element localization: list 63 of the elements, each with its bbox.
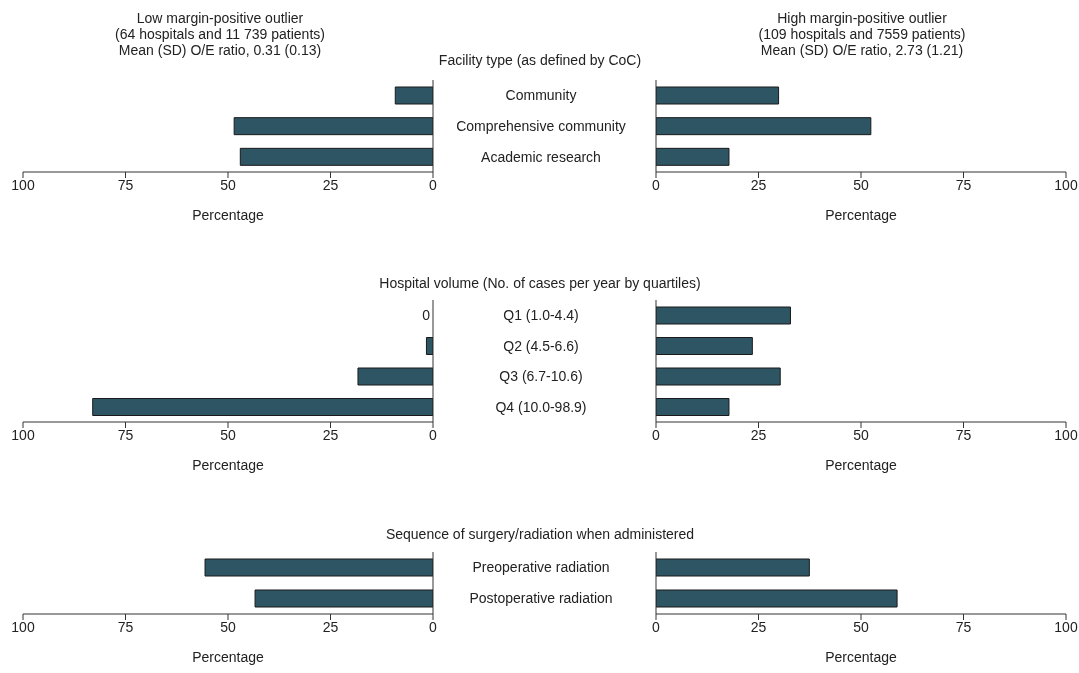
y-tick-label: Q1 (1.0-4.4) (503, 307, 579, 324)
bar (656, 147, 730, 166)
y-tick-label: Postoperative radiation (469, 590, 613, 607)
bar (656, 367, 781, 386)
x-tick-label: 75 (117, 176, 134, 193)
x-tick-label: 25 (750, 618, 767, 635)
x-tick-label: 0 (652, 426, 661, 443)
x-axis-title: Percentage (192, 649, 265, 665)
x-tick-label: 0 (429, 176, 438, 193)
x-tick-label: 25 (750, 426, 767, 443)
x-tick-label: 100 (11, 618, 35, 635)
text: Facility type (as defined by CoC) (438, 52, 642, 68)
y-tick-label: Community (505, 87, 577, 104)
data-label: 0 (422, 307, 431, 324)
bar (656, 337, 753, 355)
x-tick-label: 75 (955, 426, 972, 443)
bar (656, 398, 730, 416)
x-tick-label: 50 (220, 426, 236, 443)
x-tick-label: 0 (429, 426, 438, 443)
y-tick-label: Q2 (4.5-6.6) (503, 337, 579, 354)
bar (233, 117, 433, 136)
x-tick-label: 100 (11, 176, 35, 193)
x-tick-label: 25 (750, 176, 767, 193)
chart-title: High margin-positive outlier (109 hospitals and 7559 patients) Mean (SD) O/E ratio, 2.73 (1.21) (757, 10, 967, 58)
x-tick-label: 50 (220, 176, 236, 193)
x-tick-label: 50 (220, 618, 236, 635)
x-axis-title: Percentage (192, 207, 265, 223)
bar (656, 306, 791, 325)
x-axis-title: Percentage (825, 649, 898, 665)
bar (239, 147, 433, 166)
x-tick-label: 25 (322, 618, 339, 635)
x-tick-label: 75 (117, 426, 134, 443)
x-axis-title: Percentage (825, 457, 898, 473)
bar (656, 117, 872, 136)
x-tick-label: 100 (1054, 176, 1078, 193)
bar (394, 86, 433, 105)
y-tick-label: Preoperative radiation (472, 559, 610, 576)
x-tick-label: 50 (853, 426, 869, 443)
bar (656, 86, 780, 105)
x-axis-title: Percentage (192, 457, 265, 473)
x-tick-label: 0 (429, 618, 438, 635)
text: Hospital volume (No. of cases per year by quartiles) (378, 275, 702, 291)
x-tick-label: 75 (955, 618, 972, 635)
x-tick-label: 100 (1054, 618, 1078, 635)
x-tick-label: 25 (322, 176, 339, 193)
y-tick-label: Q4 (10.0-98.9) (495, 398, 587, 415)
x-tick-label: 0 (652, 176, 661, 193)
x-tick-label: 75 (117, 618, 134, 635)
x-tick-label: 25 (322, 426, 339, 443)
x-tick-label: 50 (853, 618, 869, 635)
y-tick-label: Comprehensive community (456, 117, 626, 134)
x-tick-label: 75 (955, 176, 972, 193)
text: Sequence of surgery/radiation when administered (384, 526, 696, 542)
x-tick-label: 100 (11, 426, 35, 443)
bar (357, 367, 433, 386)
chart-title: Low margin-positive outlier (64 hospitals and 11 739 patients) Mean (SD) O/E ratio, 0.31 (0.13) (114, 10, 326, 58)
y-tick-label: Q3 (6.7-10.6) (499, 368, 583, 385)
x-tick-label: 0 (652, 618, 661, 635)
bar (92, 398, 433, 416)
x-tick-label: 50 (853, 176, 869, 193)
y-tick-label: Academic research (481, 148, 601, 165)
x-tick-label: 100 (1054, 426, 1078, 443)
x-axis-title: Percentage (825, 207, 898, 223)
